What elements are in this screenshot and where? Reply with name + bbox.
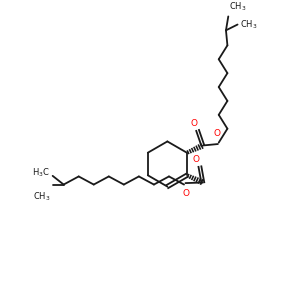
Text: CH$_3$: CH$_3$ — [229, 1, 246, 13]
Text: O: O — [214, 129, 220, 138]
Text: CH$_3$: CH$_3$ — [240, 18, 257, 31]
Text: O: O — [182, 190, 190, 199]
Text: O: O — [192, 155, 199, 164]
Text: O: O — [190, 119, 198, 128]
Text: H$_3$C: H$_3$C — [32, 167, 50, 179]
Text: CH$_3$: CH$_3$ — [33, 190, 50, 203]
